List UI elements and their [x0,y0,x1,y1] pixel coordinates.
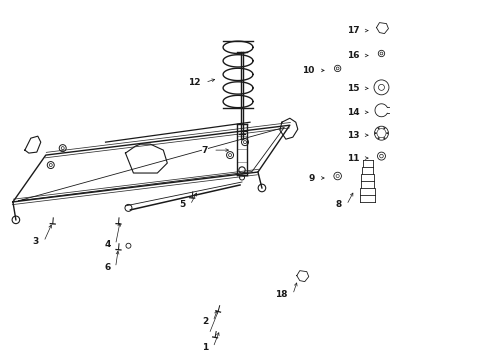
Text: 3: 3 [32,237,39,246]
Text: 14: 14 [347,108,360,117]
Text: 13: 13 [347,131,360,140]
Circle shape [378,137,379,139]
Text: 10: 10 [302,66,315,75]
Text: 2: 2 [202,317,208,326]
Circle shape [384,127,385,129]
Circle shape [386,132,388,134]
Text: 9: 9 [308,174,315,183]
Text: 12: 12 [188,78,200,87]
Text: 11: 11 [347,154,360,163]
Text: 4: 4 [104,240,111,249]
Text: 18: 18 [275,290,288,299]
Circle shape [384,137,385,139]
Text: 5: 5 [179,201,185,210]
Text: 15: 15 [347,84,360,93]
Text: 7: 7 [202,145,208,154]
Circle shape [378,127,379,129]
Text: 1: 1 [202,343,208,352]
Circle shape [375,132,377,134]
Text: 6: 6 [104,263,111,272]
Text: 17: 17 [347,26,360,35]
Text: 16: 16 [347,51,360,60]
Text: 8: 8 [335,201,342,210]
